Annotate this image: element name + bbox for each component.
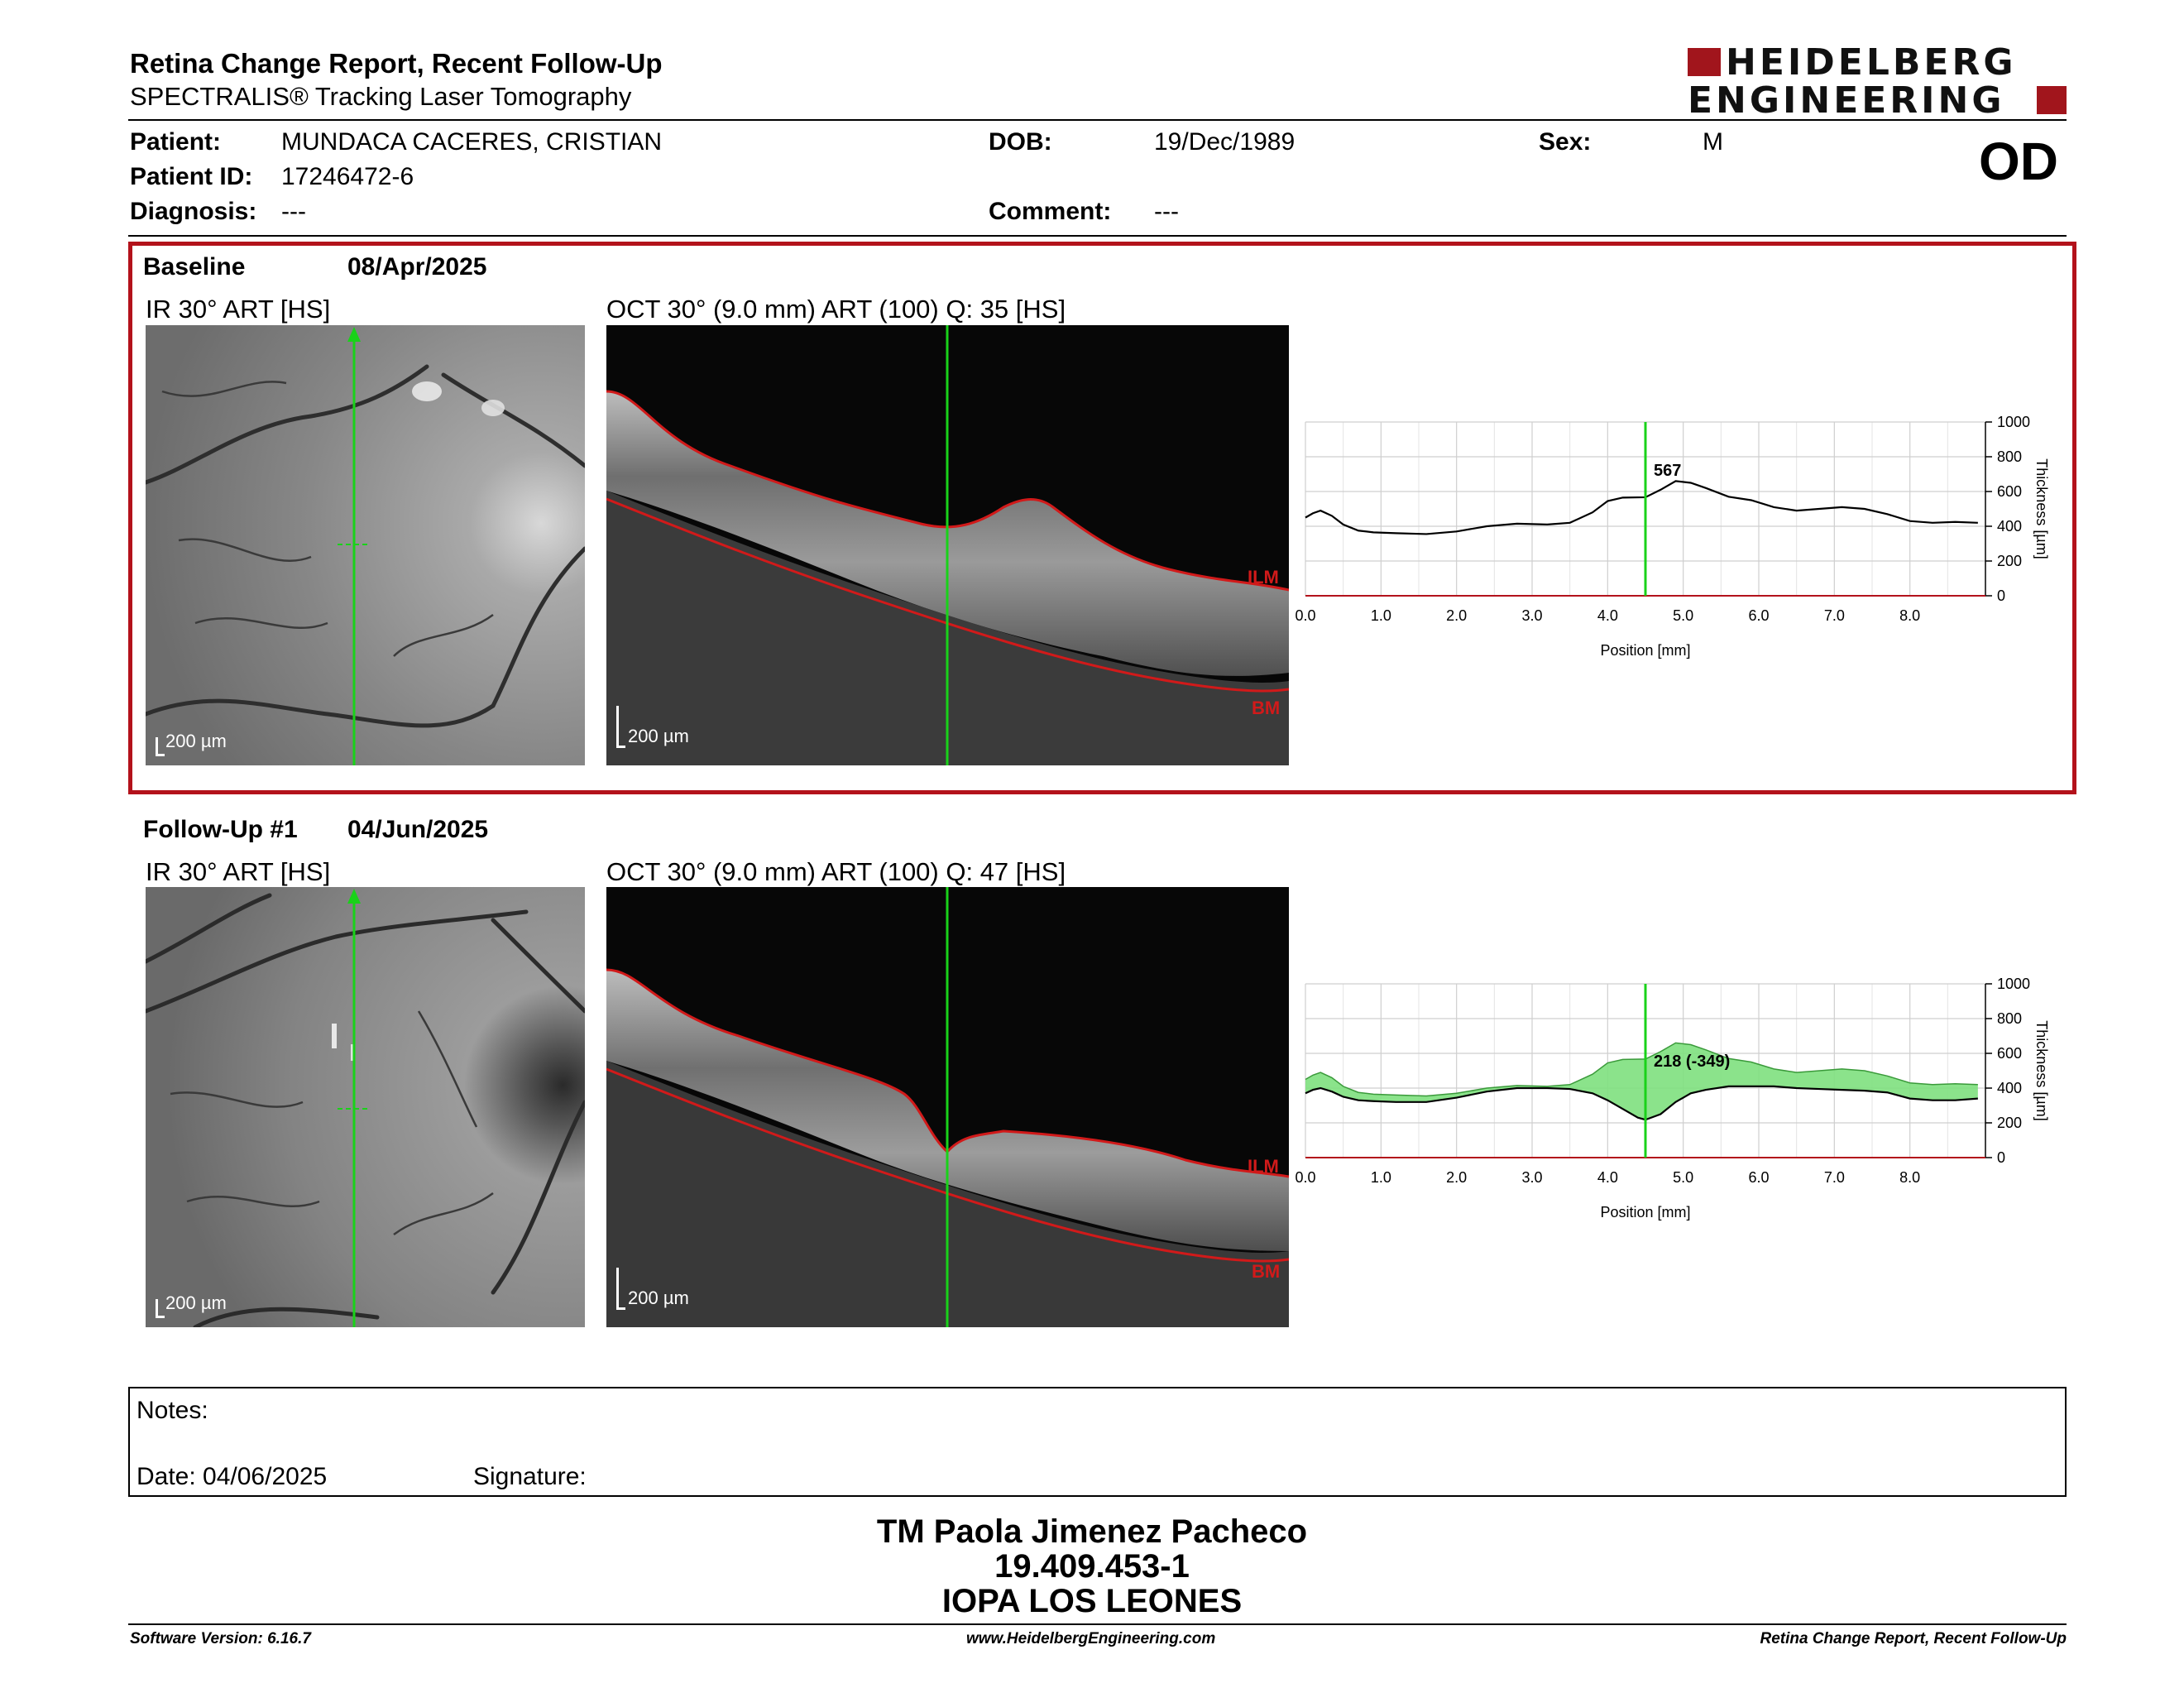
dob-label: DOB: xyxy=(989,128,1052,156)
footer-website[interactable]: www.HeidelbergEngineering.com xyxy=(966,1630,1216,1647)
y-tick-label: 200 xyxy=(1997,1115,2022,1131)
y-tick-label: 400 xyxy=(1997,518,2022,535)
x-tick-label: 8.0 xyxy=(1899,607,1920,624)
y-tick-label: 0 xyxy=(1997,587,2005,604)
diagnosis-label: Diagnosis: xyxy=(130,198,257,225)
x-tick-label: 1.0 xyxy=(1371,607,1391,624)
notes-signature: Signature: xyxy=(473,1463,587,1490)
followup-ilm-label: ILM xyxy=(1248,1156,1279,1177)
followup-oct-title: OCT 30° (9.0 mm) ART (100) Q: 47 [HS] xyxy=(606,857,1066,886)
baseline-ir-title: IR 30° ART [HS] xyxy=(146,295,331,324)
comment-label: Comment: xyxy=(989,198,1112,225)
baseline-ilm-label: ILM xyxy=(1248,567,1279,587)
y-tick-label: 800 xyxy=(1997,1010,2022,1027)
notes-date: Date: 04/06/2025 xyxy=(136,1463,328,1490)
y-tick-label: 800 xyxy=(1997,448,2022,465)
x-tick-label: 6.0 xyxy=(1748,607,1769,624)
x-tick-label: 4.0 xyxy=(1597,1169,1618,1186)
followup-series-line xyxy=(1305,1085,1978,1121)
baseline-bm-label: BM xyxy=(1252,698,1281,718)
y-tick-label: 200 xyxy=(1997,553,2022,569)
followup-oct-scale: 200 µm xyxy=(628,1288,689,1308)
comment-value: --- xyxy=(1154,198,1179,225)
baseline-oct-scale: 200 µm xyxy=(628,726,689,746)
baseline-date: 08/Apr/2025 xyxy=(347,253,487,281)
x-tick-label: 6.0 xyxy=(1748,1169,1769,1186)
baseline-series-line xyxy=(1305,1042,1978,1097)
followup-thickness-chart: 0.0 1.0 2.0 3.0 4.0 5.0 6.0 7.0 8.0 0 200 400 600 800… xyxy=(1295,976,2050,1220)
report-subtitle: SPECTRALIS® Tracking Laser Tomography xyxy=(130,82,632,111)
x-tick-label: 0.0 xyxy=(1295,1169,1315,1186)
baseline-ir-fundus-image: 200 µm xyxy=(146,325,585,765)
dob-value: 19/Dec/1989 xyxy=(1154,128,1296,156)
x-tick-label: 5.0 xyxy=(1673,1169,1693,1186)
report-title: Retina Change Report, Recent Follow-Up xyxy=(130,48,663,79)
patient-id: 17246472-6 xyxy=(281,163,414,190)
x-tick-label: 2.0 xyxy=(1446,1169,1467,1186)
x-tick-label: 2.0 xyxy=(1446,607,1467,624)
footer-report: Retina Change Report, Recent Follow-Up xyxy=(1760,1630,2067,1647)
y-axis-label: Thickness [µm] xyxy=(2033,458,2050,559)
marker-value-label: 567 xyxy=(1654,462,1681,480)
patient-label: Patient: xyxy=(130,128,222,156)
baseline-oct-bscan-image: ILM BM 200 µm xyxy=(606,325,1289,765)
y-tick-label: 1000 xyxy=(1997,414,2030,430)
x-tick-label: 3.0 xyxy=(1521,1169,1542,1186)
x-tick-label: 7.0 xyxy=(1824,1169,1845,1186)
signature-center: IOPA LOS LEONES xyxy=(941,1583,1243,1619)
baseline-ir-scale: 200 µm xyxy=(165,731,227,751)
signature-id: 19.409.453-1 xyxy=(994,1548,1190,1585)
eye-od: OD xyxy=(1979,132,2058,191)
baseline-label: Baseline xyxy=(143,253,246,281)
y-tick-label: 1000 xyxy=(1997,976,2030,992)
followup-ir-fundus-image: 200 µm xyxy=(146,887,585,1327)
x-tick-label: 0.0 xyxy=(1295,607,1315,624)
x-tick-label: 5.0 xyxy=(1673,607,1693,624)
marker-value-label: 218 (-349) xyxy=(1654,1053,1730,1071)
difference-area xyxy=(1305,1043,1978,1120)
y-tick-label: 0 xyxy=(1997,1149,2005,1166)
x-axis-label: Position [mm] xyxy=(1600,1204,1690,1220)
x-tick-label: 4.0 xyxy=(1597,607,1618,624)
signature-name: TM Paola Jimenez Pacheco xyxy=(876,1513,1308,1550)
baseline-thickness-chart: 0.0 1.0 2.0 3.0 4.0 5.0 6.0 7.0 8.0 0 200 400 600 800… xyxy=(1295,414,2050,659)
x-tick-label: 1.0 xyxy=(1371,1169,1391,1186)
x-axis-label: Position [mm] xyxy=(1600,642,1690,659)
x-tick-label: 7.0 xyxy=(1824,607,1845,624)
patient-name: MUNDACA CACERES, CRISTIAN xyxy=(281,128,663,156)
x-tick-label: 3.0 xyxy=(1521,607,1542,624)
sex-label: Sex: xyxy=(1539,128,1592,156)
notes-box[interactable]: Notes: Date: 04/06/2025 Signature: xyxy=(128,1387,2067,1497)
followup-label: Follow-Up #1 xyxy=(143,816,298,843)
followup-ir-scale: 200 µm xyxy=(165,1292,227,1313)
thickness-series-line xyxy=(1305,480,1978,535)
baseline-oct-title: OCT 30° (9.0 mm) ART (100) Q: 35 [HS] xyxy=(606,295,1066,324)
followup-ir-title: IR 30° ART [HS] xyxy=(146,857,331,886)
footer-software: Software Version: 6.16.7 xyxy=(130,1630,311,1647)
baseline-frame xyxy=(128,242,2076,794)
y-axis-label: Thickness [µm] xyxy=(2033,1020,2050,1120)
followup-oct-bscan-image: ILM BM 200 µm xyxy=(606,887,1289,1327)
notes-label: Notes: xyxy=(136,1397,208,1424)
y-tick-label: 600 xyxy=(1997,483,2022,500)
patient-id-label: Patient ID: xyxy=(130,163,253,190)
followup-date: 04/Jun/2025 xyxy=(347,816,489,843)
diagnosis-value: --- xyxy=(281,198,306,225)
y-tick-label: 600 xyxy=(1997,1045,2022,1062)
y-tick-label: 400 xyxy=(1997,1080,2022,1096)
x-tick-label: 8.0 xyxy=(1899,1169,1920,1186)
sex-value: M xyxy=(1703,128,1723,156)
followup-bm-label: BM xyxy=(1252,1261,1281,1282)
